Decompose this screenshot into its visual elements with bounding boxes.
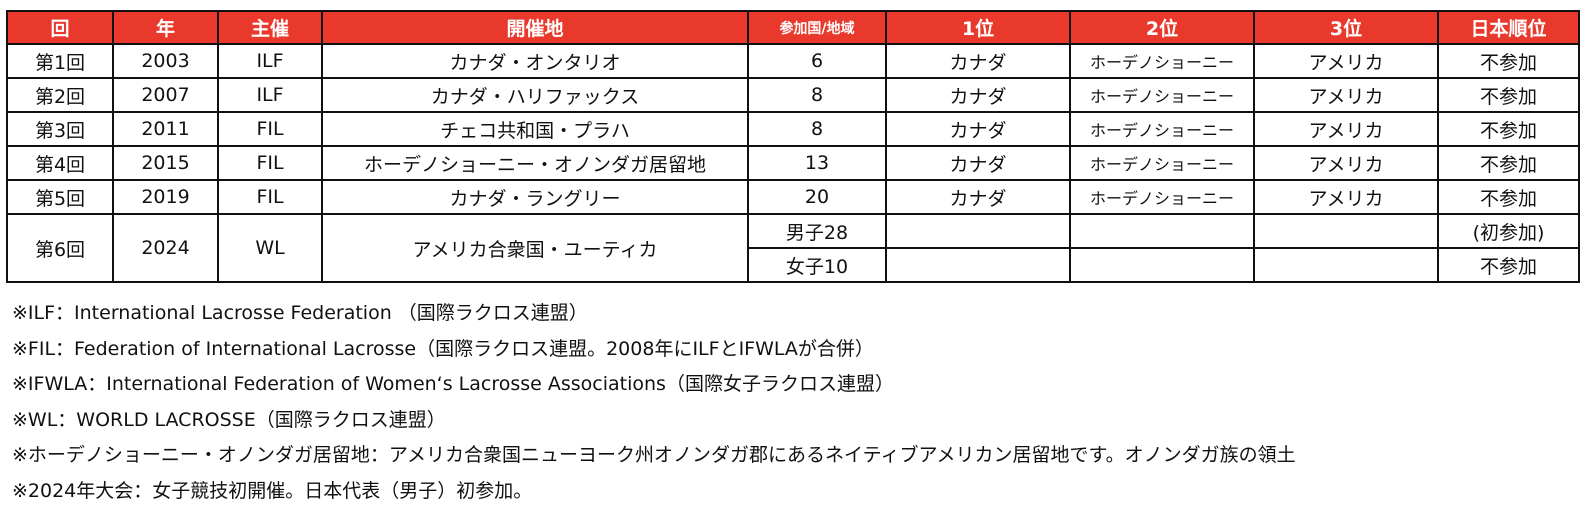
cell-year: 2019 (112, 179, 219, 215)
cell-countries-men: 男子28 (747, 213, 887, 249)
cell-third-men (1253, 213, 1439, 249)
cell-second: ホーデノショーニー (1069, 43, 1255, 79)
cell-japan-rank: 不参加 (1437, 43, 1580, 79)
cell-second-women (1069, 247, 1255, 283)
cell-venue: アメリカ合衆国・ユーティカ (321, 213, 749, 283)
cell-venue: カナダ・ハリファックス (321, 77, 749, 113)
cell-japan-rank: 不参加 (1437, 179, 1580, 215)
table-row: 第6回 2024 WL アメリカ合衆国・ユーティカ 男子28 (初参加) (6, 213, 1580, 283)
footnote-onondaga: ※ホーデノショーニー・オノンダガ居留地：アメリカ合衆国ニューヨーク州オノンダガ郡… (12, 444, 1296, 466)
cell-second: ホーデノショーニー (1069, 111, 1255, 147)
header-year: 年 (112, 10, 219, 45)
cell-japan-rank: 不参加 (1437, 77, 1580, 113)
cell-first: カナダ (885, 77, 1071, 113)
cell-kai: 第6回 (6, 213, 114, 283)
cell-countries: 8 (747, 77, 887, 113)
cell-year: 2024 (112, 213, 219, 283)
cell-kai: 第2回 (6, 77, 114, 113)
cell-third-women (1253, 247, 1439, 283)
header-countries: 参加国/地域 (747, 10, 887, 45)
cell-japan-rank: 不参加 (1437, 111, 1580, 147)
header-kai: 回 (6, 10, 114, 45)
cell-third: アメリカ (1253, 77, 1439, 113)
cell-third: アメリカ (1253, 43, 1439, 79)
footnote-ilf: ※ILF：International Lacrosse Federation （… (12, 302, 588, 324)
table-row: 第5回 2019 FIL カナダ・ラングリー 20 カナダ ホーデノショーニー … (6, 179, 1580, 215)
table-row: 女子10 不参加 (7, 247, 1580, 283)
cell-kai: 第4回 (6, 145, 114, 181)
cell-japan-rank: 不参加 (1437, 145, 1580, 181)
cell-organizer: FIL (217, 145, 323, 181)
footnote-fil: ※FIL：Federation of International Lacross… (12, 337, 874, 360)
header-first: 1位 (885, 10, 1071, 45)
cell-year: 2015 (112, 145, 219, 181)
table-row: 第4回 2015 FIL ホーデノショーニー・オノンダガ居留地 13 カナダ ホ… (6, 145, 1580, 181)
cell-organizer: FIL (217, 179, 323, 215)
cell-kai: 第3回 (6, 111, 114, 147)
cell-year: 2007 (112, 77, 219, 113)
cell-japan-rank-men: (初参加) (1437, 213, 1580, 249)
footnotes: ※ILF：International Lacrosse Federation （… (12, 296, 1582, 509)
cell-first: カナダ (885, 43, 1071, 79)
header-row: 回 年 主催 開催地 参加国/地域 1位 2位 3位 日本順位 (6, 10, 1580, 45)
cell-second: ホーデノショーニー (1069, 145, 1255, 181)
cell-second: ホーデノショーニー (1069, 77, 1255, 113)
cell-countries: 6 (747, 43, 887, 79)
cell-second: ホーデノショーニー (1069, 179, 1255, 215)
results-table: 回 年 主催 開催地 参加国/地域 1位 2位 3位 日本順位 第1回 2003… (6, 10, 1580, 283)
header-organizer: 主催 (217, 10, 323, 45)
cell-venue: カナダ・オンタリオ (321, 43, 749, 79)
cell-third: アメリカ (1253, 111, 1439, 147)
cell-countries: 13 (747, 145, 887, 181)
table-row: 第1回 2003 ILF カナダ・オンタリオ 6 カナダ ホーデノショーニー ア… (6, 43, 1580, 79)
table-row: 第3回 2011 FIL チェコ共和国・プラハ 8 カナダ ホーデノショーニー … (6, 111, 1580, 147)
cell-countries: 20 (747, 179, 887, 215)
footnote-2024: ※2024年大会：女子競技初開催。日本代表（男子）初参加。 (12, 479, 533, 502)
cell-third: アメリカ (1253, 145, 1439, 181)
header-japan-rank: 日本順位 (1437, 10, 1580, 45)
cell-venue: チェコ共和国・プラハ (321, 111, 749, 147)
cell-first: カナダ (885, 111, 1071, 147)
cell-countries: 8 (747, 111, 887, 147)
cell-third: アメリカ (1253, 179, 1439, 215)
cell-kai: 第5回 (6, 179, 114, 215)
cell-first: カナダ (885, 145, 1071, 181)
cell-year: 2011 (112, 111, 219, 147)
header-venue: 開催地 (321, 10, 749, 45)
cell-first-men (885, 213, 1071, 249)
cell-kai: 第1回 (6, 43, 114, 79)
cell-second-men (1069, 213, 1255, 249)
cell-year: 2003 (112, 43, 219, 79)
footnote-ifwla: ※IFWLA：International Federation of Women… (12, 373, 894, 395)
cell-organizer: ILF (217, 43, 323, 79)
cell-organizer: WL (217, 213, 323, 283)
table-row: 第2回 2007 ILF カナダ・ハリファックス 8 カナダ ホーデノショーニー… (6, 77, 1580, 113)
cell-venue: ホーデノショーニー・オノンダガ居留地 (321, 145, 749, 181)
cell-first: カナダ (885, 179, 1071, 215)
cell-first-women (885, 247, 1071, 283)
header-third: 3位 (1253, 10, 1439, 45)
footnote-wl: ※WL：WORLD LACROSSE（国際ラクロス連盟） (12, 408, 446, 431)
cell-japan-rank-women: 不参加 (1437, 247, 1580, 283)
cell-organizer: ILF (217, 77, 323, 113)
cell-countries-women: 女子10 (747, 247, 887, 283)
cell-organizer: FIL (217, 111, 323, 147)
header-second: 2位 (1069, 10, 1255, 45)
cell-venue: カナダ・ラングリー (321, 179, 749, 215)
